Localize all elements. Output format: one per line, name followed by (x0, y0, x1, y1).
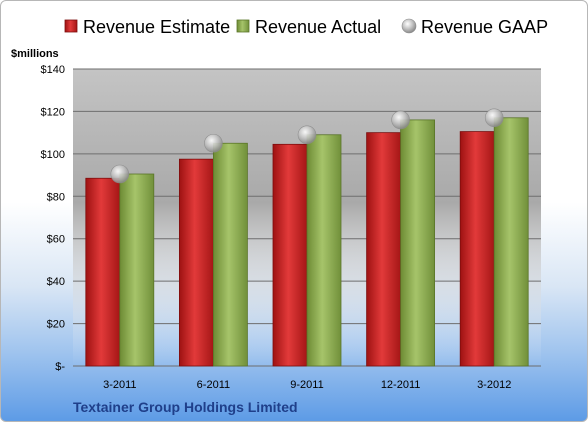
bar-revenue-estimate (272, 143, 308, 367)
marker-revenue-gaap (297, 125, 317, 145)
x-tick-label: 3-2011 (103, 379, 136, 391)
y-tick-label: $20 (47, 319, 65, 331)
y-tick-label: $80 (47, 191, 65, 203)
bar-revenue-actual (306, 134, 342, 367)
marker-revenue-gaap (204, 133, 223, 153)
legend-label: Revenue Estimate (83, 17, 230, 37)
y-tick-label: $100 (41, 149, 65, 161)
y-tick-label: $60 (47, 234, 65, 246)
legend-swatch-revenue-actual (236, 19, 250, 33)
legend-label: Revenue GAAP (421, 17, 548, 37)
bars (85, 117, 529, 367)
marker-revenue-gaap (391, 110, 410, 130)
y-tick-label: $120 (41, 106, 65, 118)
bar-revenue-estimate (459, 131, 495, 367)
company-name: Textainer Group Holdings Limited (73, 399, 298, 415)
bar-revenue-actual (493, 117, 529, 367)
bar-revenue-actual (119, 173, 155, 367)
x-tick-label: 9-2011 (290, 379, 323, 391)
marker-revenue-gaap (484, 108, 504, 128)
x-axis-ticks: 3-2011 6-2011 9-2011 12-2011 3-2012 (103, 379, 511, 391)
y-axis-ticks: $- $20 $40 $60 $80 $100 $120 $140 (41, 64, 66, 373)
bar-revenue-estimate (178, 158, 214, 367)
x-tick-label: 3-2012 (477, 379, 511, 391)
bar-revenue-actual (400, 119, 436, 367)
x-tick-label: 12-2011 (381, 379, 421, 391)
bar-revenue-estimate (85, 177, 121, 367)
legend: Revenue Estimate Revenue Actual Revenue GA… (64, 17, 548, 37)
marker-revenue-gaap (110, 164, 130, 184)
bar-revenue-estimate (366, 132, 402, 367)
gaap-markers (110, 108, 504, 184)
y-tick-label: $- (55, 361, 65, 373)
x-tick-label: 6-2011 (197, 379, 230, 391)
legend-label: Revenue Actual (255, 17, 381, 37)
y-tick-label: $40 (47, 276, 65, 288)
legend-swatch-revenue-gaap (401, 18, 417, 34)
y-tick-label: $140 (41, 64, 65, 76)
legend-swatch-revenue-estimate (64, 19, 78, 33)
y-axis-unit-label: $millions (11, 48, 59, 60)
bar-revenue-actual (212, 142, 248, 367)
